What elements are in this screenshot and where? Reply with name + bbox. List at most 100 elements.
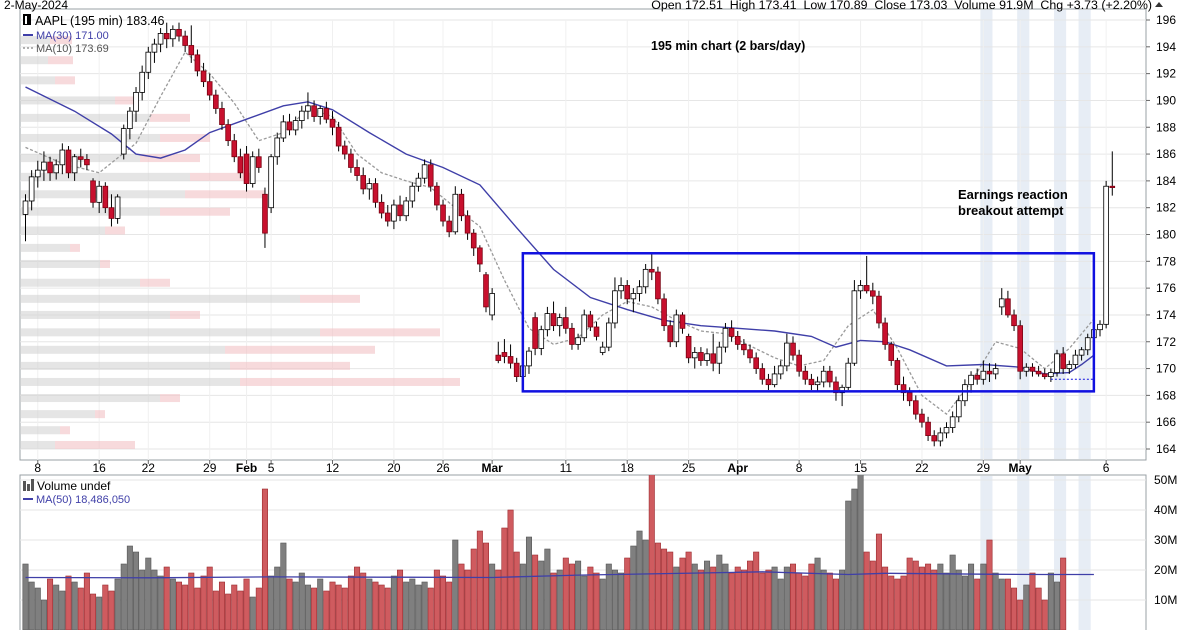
header-menu-icon[interactable] bbox=[1155, 2, 1163, 7]
volume-bar bbox=[274, 566, 281, 630]
volume-bar bbox=[888, 575, 895, 630]
price-tick-label: 178 bbox=[1156, 254, 1176, 268]
volume-bar bbox=[495, 569, 502, 630]
price-tick-label: 184 bbox=[1156, 174, 1176, 188]
date-tick-label: Mar bbox=[481, 461, 503, 475]
shaded-column-volume bbox=[1078, 476, 1091, 630]
candle-body bbox=[108, 207, 115, 219]
volume-by-price-bar-down bbox=[55, 76, 75, 85]
volume-bar bbox=[642, 539, 649, 630]
volume-bar bbox=[71, 581, 78, 630]
candle-body bbox=[741, 344, 747, 351]
volume-by-price-bar bbox=[20, 207, 160, 216]
volume-bar bbox=[53, 584, 60, 630]
volume-bar bbox=[298, 572, 305, 630]
volume-by-price-bar-down bbox=[160, 133, 210, 142]
volume-by-price-bar bbox=[20, 394, 160, 403]
volume-bar bbox=[734, 566, 741, 630]
volume-bar bbox=[482, 542, 489, 630]
volume-bar bbox=[1035, 587, 1042, 630]
volume-bar bbox=[452, 539, 459, 630]
volume-bar bbox=[102, 584, 109, 630]
volume-bar bbox=[237, 590, 244, 630]
volume-bar bbox=[1029, 572, 1036, 630]
ma30-line bbox=[25, 86, 1095, 375]
candle-body bbox=[906, 392, 913, 402]
candle-body bbox=[845, 362, 852, 388]
volume-bar bbox=[126, 545, 133, 630]
date-tick-label: 8 bbox=[34, 461, 41, 475]
volume-legend-icon-bar1 bbox=[23, 481, 26, 491]
volume-bar bbox=[851, 488, 858, 630]
volume-by-price-bar-down bbox=[170, 310, 200, 319]
volume-bar bbox=[176, 581, 183, 630]
date-tick-label: 20 bbox=[387, 461, 401, 475]
volume-bar bbox=[722, 563, 729, 630]
price-legend: AAPL (195 min) 183.46 MA(30) 171.00 MA(1… bbox=[23, 14, 165, 55]
volume-legend-icon-bar2 bbox=[27, 484, 30, 491]
candle-body bbox=[1035, 370, 1042, 375]
candle-body bbox=[501, 352, 508, 357]
header-date: 2-May-2024 bbox=[4, 0, 68, 12]
volume-by-price-bar-down bbox=[115, 96, 135, 105]
volume-bar bbox=[1060, 557, 1067, 630]
candle-body bbox=[710, 353, 716, 364]
candle-body bbox=[28, 176, 35, 202]
candle-body bbox=[274, 137, 281, 158]
candle-body bbox=[507, 356, 514, 364]
candle-body bbox=[870, 290, 876, 297]
volume-bar bbox=[311, 587, 318, 630]
candle-body bbox=[225, 124, 231, 142]
price-tick-label: 166 bbox=[1156, 415, 1176, 429]
volume-bar bbox=[550, 572, 557, 630]
volume-bar bbox=[249, 596, 256, 630]
date-tick-label: 15 bbox=[854, 461, 868, 475]
candle-body bbox=[642, 268, 649, 288]
candle-body bbox=[464, 215, 471, 234]
volume-bar bbox=[992, 572, 999, 630]
candle-body bbox=[280, 121, 287, 139]
candle-body bbox=[1041, 373, 1048, 378]
candle-body bbox=[200, 70, 207, 83]
candle-body bbox=[427, 164, 434, 187]
candle-body bbox=[931, 435, 938, 442]
candle-body bbox=[194, 54, 201, 72]
candle-body bbox=[606, 322, 612, 348]
volume-by-price-bar bbox=[20, 36, 50, 45]
volume-bar bbox=[255, 587, 262, 630]
volume-by-price-bar bbox=[20, 361, 230, 370]
candle-body bbox=[1072, 354, 1079, 365]
volume-bar bbox=[243, 578, 250, 630]
volume-bar bbox=[323, 590, 330, 630]
volume-bar bbox=[397, 569, 404, 630]
volume-by-price-bar-down bbox=[105, 226, 125, 235]
volume-bar bbox=[587, 566, 594, 630]
volume-bar bbox=[335, 584, 342, 630]
candle-body bbox=[421, 164, 428, 179]
volume-by-price-bar bbox=[20, 377, 240, 386]
candle-body bbox=[937, 432, 944, 442]
volume-bar bbox=[476, 530, 483, 630]
candle-body bbox=[452, 193, 459, 233]
date-tick-label: 5 bbox=[268, 461, 275, 475]
volume-bar bbox=[814, 557, 821, 630]
candle-body bbox=[925, 421, 931, 436]
candle-body bbox=[213, 94, 219, 109]
candle-body bbox=[556, 317, 563, 327]
date-tick-label: 29 bbox=[203, 461, 217, 475]
candle-body bbox=[513, 362, 520, 378]
volume-by-price-bar-down bbox=[60, 426, 70, 435]
volume-bar bbox=[65, 575, 72, 630]
candle-body bbox=[1066, 364, 1073, 369]
legend-ma10: MA(10) 173.69 bbox=[36, 43, 109, 55]
candle-body bbox=[249, 156, 256, 184]
candle-body bbox=[913, 400, 919, 415]
volume-by-price-bar-down bbox=[300, 294, 360, 303]
volume-by-price-bar bbox=[20, 243, 70, 252]
volume-bar bbox=[667, 551, 674, 630]
volume-tick-label: 20M bbox=[1154, 563, 1177, 577]
volume-bar bbox=[618, 572, 625, 630]
candle-body bbox=[728, 327, 735, 337]
date-tick-label: 26 bbox=[436, 461, 450, 475]
